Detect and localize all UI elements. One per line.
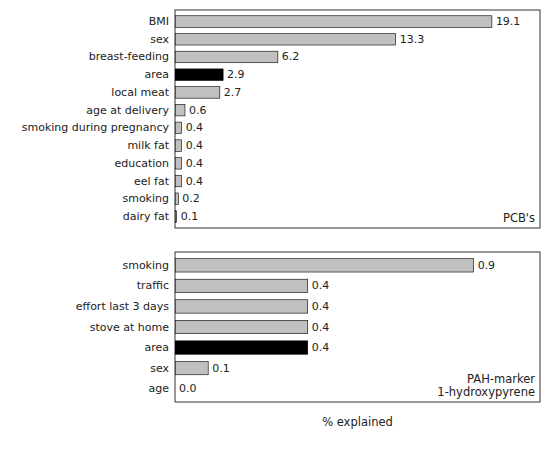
data-label: 0.4 [312, 321, 330, 334]
bar [175, 193, 178, 205]
category-label: local meat [111, 86, 169, 99]
data-label: 0.2 [182, 192, 200, 205]
category-label: smoking [122, 192, 169, 205]
category-label: BMI [149, 15, 169, 28]
bar [175, 51, 278, 63]
data-label: 0.6 [189, 104, 207, 117]
bar [175, 104, 185, 116]
category-label: area [144, 68, 169, 81]
category-label: milk fat [127, 139, 169, 152]
bar [175, 16, 492, 28]
data-label: 0.0 [179, 382, 197, 395]
data-label: 0.1 [181, 210, 199, 223]
category-label: breast-feeding [89, 50, 169, 63]
bars [175, 259, 474, 375]
bar [175, 341, 308, 354]
bar [175, 69, 223, 81]
data-label: 0.9 [478, 259, 496, 272]
category-label: stove at home [90, 321, 170, 334]
category-label: smoking during pregnancy [22, 121, 170, 134]
bars [175, 16, 492, 222]
bar [175, 122, 182, 134]
category-label: area [144, 341, 169, 354]
bar [175, 259, 474, 272]
data-label: 6.2 [282, 50, 300, 63]
bar [175, 33, 396, 45]
data-label: 0.4 [186, 157, 204, 170]
category-label: effort last 3 days [76, 300, 169, 313]
category-label: age at delivery [86, 104, 169, 117]
category-label: smoking [122, 259, 169, 272]
data-label: 0.4 [312, 300, 330, 313]
data-label: 0.4 [312, 279, 330, 292]
category-label: dairy fat [123, 210, 170, 223]
bar [175, 175, 182, 187]
plot-frame [175, 10, 540, 228]
data-label: 0.4 [186, 175, 204, 188]
plot-frame [175, 252, 540, 402]
bar [175, 140, 182, 152]
category-label: sex [150, 33, 169, 46]
category-label: eel fat [134, 175, 170, 188]
bar [175, 279, 308, 292]
annotation: PAH-marker1-hydroxypyrene [437, 372, 535, 399]
annotation: PCB's [503, 211, 535, 225]
data-label: 0.4 [186, 139, 204, 152]
category-label: traffic [137, 279, 169, 292]
bar-chart: smoking traffic effort last 3 days stove at… [76, 252, 540, 429]
bar [175, 320, 308, 333]
data-label: 2.9 [227, 68, 245, 81]
data-label: 2.7 [224, 86, 242, 99]
data-label: 13.3 [400, 33, 425, 46]
category-label: sex [150, 362, 169, 375]
data-label: 19.1 [496, 15, 521, 28]
bar [175, 87, 220, 99]
chart-canvas: BMI sex breast-feeding area local meat age at… [0, 0, 557, 476]
data-label: 0.1 [212, 362, 230, 375]
category-label: age [149, 382, 170, 395]
data-label: 0.4 [186, 121, 204, 134]
bar-chart: BMI sex breast-feeding area local meat age at… [22, 10, 540, 228]
bar [175, 361, 208, 374]
bar [175, 300, 308, 313]
bar [175, 158, 182, 170]
data-label: 0.4 [312, 341, 330, 354]
category-label: education [114, 157, 169, 170]
x-axis-label: % explained [322, 415, 393, 429]
